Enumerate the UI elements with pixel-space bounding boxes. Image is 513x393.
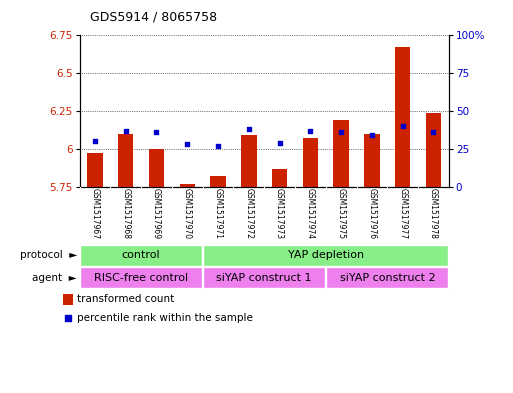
Bar [395,48,410,187]
Text: GSM1517972: GSM1517972 [244,188,253,239]
Text: YAP depletion: YAP depletion [288,250,364,260]
Text: GSM1517978: GSM1517978 [429,188,438,239]
Bar [364,134,380,187]
Point [64,315,72,321]
Text: siYAP construct 1: siYAP construct 1 [216,273,312,283]
Text: percentile rank within the sample: percentile rank within the sample [77,313,253,323]
Text: GSM1517974: GSM1517974 [306,188,315,239]
Bar [326,267,448,288]
Text: GSM1517976: GSM1517976 [367,188,377,239]
Text: GSM1517975: GSM1517975 [337,188,346,239]
Bar [63,294,73,305]
Text: GDS5914 / 8065758: GDS5914 / 8065758 [90,11,217,24]
Bar [203,267,325,288]
Text: GSM1517968: GSM1517968 [121,188,130,239]
Bar [426,112,441,187]
Text: protocol  ►: protocol ► [19,250,77,260]
Point [122,128,130,134]
Point [275,140,284,146]
Point [337,129,345,135]
Bar [80,244,202,266]
Text: RISC-free control: RISC-free control [94,273,188,283]
Point [368,132,376,138]
Text: GSM1517971: GSM1517971 [213,188,223,239]
Bar [149,149,164,187]
Point [214,143,222,149]
Point [399,123,407,129]
Bar [118,134,133,187]
Bar [87,153,103,187]
Point [152,129,161,135]
Bar [303,138,318,187]
Point [91,138,99,144]
Bar [333,120,349,187]
Text: siYAP construct 2: siYAP construct 2 [340,273,435,283]
Text: GSM1517973: GSM1517973 [275,188,284,239]
Bar [241,135,256,187]
Point [429,129,438,135]
Bar [210,176,226,187]
Text: GSM1517969: GSM1517969 [152,188,161,239]
Bar [272,169,287,187]
Bar [80,267,202,288]
Point [245,126,253,132]
Text: control: control [122,250,161,260]
Point [306,128,314,134]
Text: transformed count: transformed count [77,294,174,304]
Point [183,141,191,147]
Text: agent  ►: agent ► [32,273,77,283]
Text: GSM1517970: GSM1517970 [183,188,192,239]
Text: GSM1517967: GSM1517967 [90,188,100,239]
Text: GSM1517977: GSM1517977 [398,188,407,239]
Bar [180,184,195,187]
Bar [203,244,448,266]
